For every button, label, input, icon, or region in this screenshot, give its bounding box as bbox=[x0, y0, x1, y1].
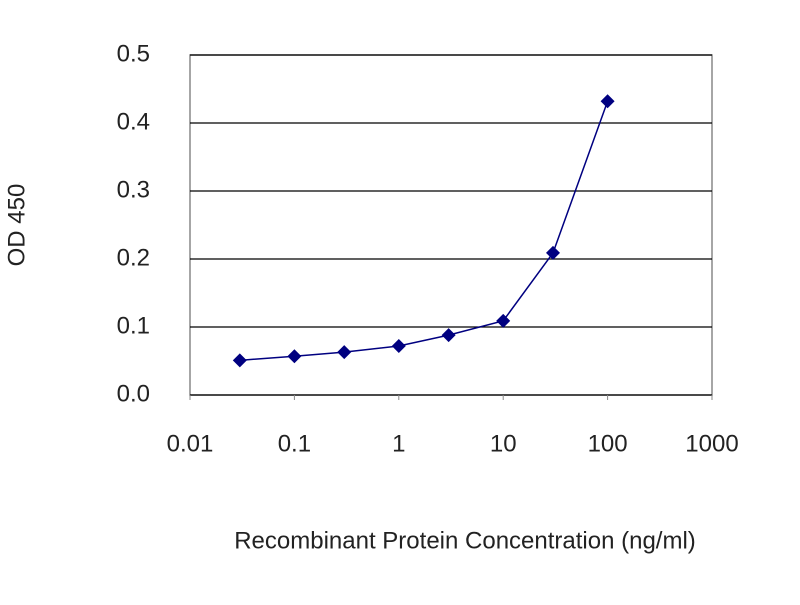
plot-area bbox=[189, 54, 713, 396]
x-tick-label: 0.1 bbox=[278, 430, 311, 457]
x-tick-label: 0.01 bbox=[167, 430, 214, 457]
series-line bbox=[239, 100, 609, 362]
y-tick-label: 0.0 bbox=[117, 380, 150, 407]
y-tick-label: 0.2 bbox=[117, 244, 150, 271]
data-point bbox=[441, 328, 456, 343]
x-axis-label: Recombinant Protein Concentration (ng/ml… bbox=[234, 527, 696, 554]
data-point bbox=[391, 339, 406, 354]
x-tick-label: 1000 bbox=[685, 430, 738, 457]
y-axis-label: OD 450 bbox=[3, 184, 30, 267]
y-tick-label: 0.1 bbox=[117, 312, 150, 339]
y-tick-label: 0.3 bbox=[117, 176, 150, 203]
data-point bbox=[337, 345, 352, 360]
x-tick-label: 1 bbox=[392, 430, 405, 457]
data-point bbox=[600, 94, 615, 109]
data-point bbox=[496, 313, 511, 328]
data-point bbox=[546, 245, 561, 260]
x-tick-label: 10 bbox=[490, 430, 517, 457]
y-tick-label: 0.5 bbox=[117, 40, 150, 67]
x-tick-label: 100 bbox=[588, 430, 628, 457]
data-point bbox=[232, 353, 247, 368]
data-point bbox=[287, 349, 302, 364]
y-tick-label: 0.4 bbox=[117, 108, 150, 135]
